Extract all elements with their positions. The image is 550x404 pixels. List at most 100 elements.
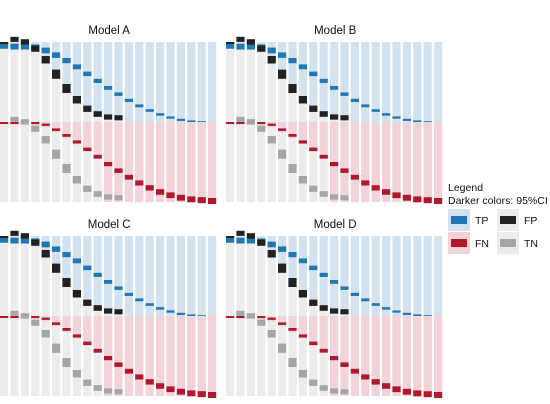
bar-fp-light: [83, 305, 92, 316]
ci-fn: [226, 316, 235, 319]
ci-fn: [83, 147, 92, 152]
bar-tp-light: [104, 236, 113, 315]
ci-fp: [0, 42, 9, 44]
legend-item-tp: TP: [448, 209, 488, 231]
panel-4: Model D: [226, 219, 443, 398]
ci-tp: [309, 71, 318, 77]
ci-fp: [72, 290, 81, 298]
bar-fp-light: [93, 117, 102, 122]
bar-lower-light: [20, 316, 29, 396]
ci-fn: [330, 162, 339, 167]
bar-fn-light: [187, 122, 196, 201]
bar-tp-light: [288, 42, 297, 90]
ci-fn: [124, 368, 133, 374]
ci-fn: [423, 391, 432, 398]
bar-tp-light: [371, 42, 380, 122]
bar-tp-light: [83, 236, 92, 306]
ci-tn: [309, 379, 318, 386]
bar-tp-light: [361, 42, 370, 122]
ci-tn: [83, 379, 92, 386]
bar-fp-light: [20, 45, 29, 123]
bar-fn-light: [278, 316, 287, 327]
ci-fp: [93, 305, 102, 311]
ci-fp: [257, 239, 266, 246]
bar-tp-light: [309, 236, 318, 306]
bar-fn-light: [340, 122, 349, 173]
ci-tp: [278, 52, 287, 58]
bar-tp-light: [236, 42, 245, 43]
ci-fn: [72, 334, 81, 338]
ci-fn: [361, 374, 370, 380]
bar-fp-light: [319, 117, 328, 122]
ci-tn: [114, 389, 123, 395]
ci-tp: [298, 258, 307, 264]
bar-fp-light: [52, 269, 61, 316]
bar-tp-light: [166, 236, 175, 316]
ci-fn: [166, 386, 175, 393]
bar-fp-light: [298, 296, 307, 316]
bar-fp-light: [298, 102, 307, 122]
ci-tp: [52, 52, 61, 58]
bar-fp-light: [330, 120, 339, 122]
panel-1: Model A: [0, 25, 217, 204]
ci-tp: [104, 86, 113, 90]
facet-panels: Model A Model B Model C Model D: [0, 25, 443, 398]
bar-fp-light: [20, 239, 29, 316]
bar-fn-light: [371, 316, 380, 384]
ci-fp: [52, 69, 61, 79]
bar-lower-light: [298, 316, 307, 396]
legend-item-tn: TN: [497, 232, 538, 254]
bar-lower-light: [0, 122, 9, 202]
ci-tn: [114, 195, 123, 201]
bar-fn-light: [62, 122, 71, 138]
bar-tp-light: [104, 42, 113, 121]
ci-tn: [246, 313, 255, 319]
bar-fp-light: [93, 311, 102, 316]
bar-lower-light: [298, 122, 307, 202]
ci-tp: [319, 272, 328, 277]
ci-fp: [330, 114, 339, 120]
bar-fn-light: [52, 122, 61, 133]
ci-tn: [93, 191, 102, 197]
bar-fn-light: [114, 316, 123, 367]
ci-fp: [226, 236, 235, 238]
bar-fn-light: [350, 316, 359, 373]
bar-fp-light: [340, 315, 349, 316]
ci-tp: [413, 314, 422, 317]
bar-tp-light: [83, 42, 92, 112]
ci-fp: [72, 96, 81, 104]
ci-tn: [288, 164, 297, 173]
bar-fn-light: [434, 122, 443, 202]
ci-fn: [208, 392, 217, 398]
ci-fn: [340, 362, 349, 367]
bar-tp-light: [114, 236, 123, 316]
ci-tp: [114, 92, 123, 96]
bar-tp-light: [423, 236, 432, 316]
bar-fn-light: [114, 122, 123, 173]
ci-fn: [52, 128, 61, 131]
ci-tn: [10, 116, 19, 122]
ci-fp: [236, 230, 245, 236]
ci-tn: [41, 330, 50, 338]
bar-tp-light: [392, 42, 401, 122]
ci-tn: [52, 149, 61, 159]
bar-tp-light: [145, 42, 154, 122]
ci-fn: [267, 317, 276, 320]
ci-tp: [382, 113, 391, 116]
ci-fn: [104, 162, 113, 167]
bar-fp-light: [0, 42, 9, 122]
ci-tp: [236, 237, 245, 244]
bar-fp-light: [62, 284, 71, 316]
legend-label: TP: [475, 215, 488, 227]
bar-tp-light: [361, 236, 370, 316]
bar-tp-light: [135, 42, 144, 122]
ci-tn: [298, 176, 307, 184]
ci-tn: [104, 194, 113, 200]
bar-tp-light: [62, 236, 71, 284]
legend-keys: TP FP FN TN: [448, 209, 538, 254]
bar-fn-light: [145, 122, 154, 190]
ci-fn: [62, 134, 71, 137]
ci-tp: [166, 310, 175, 313]
ci-fn: [267, 123, 276, 126]
bar-tp-light: [340, 236, 349, 316]
